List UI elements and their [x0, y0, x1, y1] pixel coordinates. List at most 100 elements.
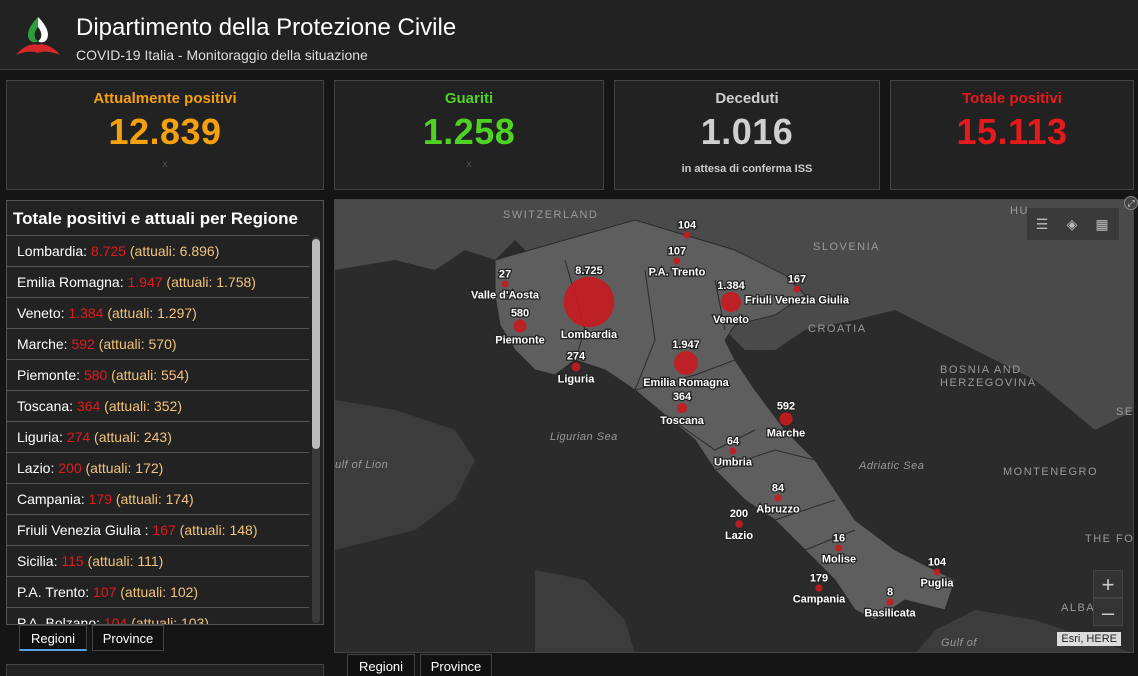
map-marker[interactable] — [501, 280, 509, 288]
map-marker-label: Campania — [793, 594, 846, 606]
regions-list[interactable]: Lombardia: 8.725 (attuali: 6.896) Emilia … — [7, 235, 309, 625]
map-marker-label: Lombardia — [561, 329, 618, 341]
map-marker-label: P.A. Trento — [649, 267, 706, 279]
card-guariti: Guariti 1.258 x — [334, 80, 604, 190]
card-value: 1.258 — [422, 111, 516, 152]
region-row[interactable]: Campania: 179 (attuali: 174) — [7, 483, 309, 514]
map-place-label: SE — [1116, 406, 1134, 418]
region-name: Lombardia: — [17, 243, 91, 259]
map-marker-value: 104 — [928, 557, 947, 569]
region-row[interactable]: Friuli Venezia Giulia : 167 (attuali: 14… — [7, 514, 309, 545]
region-current: (attuali: 111) — [83, 553, 164, 569]
map-marker-value: 200 — [730, 508, 748, 520]
region-row[interactable]: Piemonte: 580 (attuali: 554) — [7, 359, 309, 390]
region-current: (attuali: 554) — [107, 367, 190, 383]
region-name: Lazio: — [17, 460, 59, 476]
map-place-label: Ligurian Sea — [550, 431, 618, 443]
map-marker[interactable] — [571, 362, 581, 372]
map-marker[interactable] — [563, 276, 615, 328]
map-marker[interactable] — [720, 291, 742, 313]
region-total: 200 — [58, 460, 82, 476]
region-row[interactable]: Marche: 592 (attuali: 570) — [7, 328, 309, 359]
map-marker-label: Umbria — [714, 457, 753, 469]
region-row[interactable]: P.A. Trento: 107 (attuali: 102) — [7, 576, 309, 607]
map-marker[interactable] — [835, 544, 843, 552]
card-value: 12.839 — [108, 111, 222, 152]
region-name: Friuli Venezia Giulia : — [17, 522, 153, 538]
region-total: 580 — [83, 367, 108, 383]
zoom-out-icon[interactable]: – — [1093, 598, 1123, 626]
region-row[interactable]: Toscana: 364 (attuali: 352) — [7, 390, 309, 421]
tab-regioni-list[interactable]: Regioni — [19, 625, 87, 651]
tab-regioni-map[interactable]: Regioni — [347, 654, 415, 676]
map-marker[interactable] — [793, 285, 801, 293]
region-name: Marche: — [17, 336, 72, 352]
region-current: (attuali: 570) — [94, 336, 177, 352]
region-row[interactable]: Liguria: 274 (attuali: 243) — [7, 421, 309, 452]
map-marker[interactable] — [676, 402, 688, 414]
list-icon[interactable]: ☰ — [1035, 216, 1049, 232]
map-marker-value: 107 — [668, 246, 686, 258]
card-attualmente-positivi: Attualmente positivi 12.839 x — [6, 80, 324, 190]
map-marker-value: 104 — [678, 220, 697, 232]
region-current: (attuali: 174) — [111, 491, 194, 507]
map-marker-value: 27 — [499, 269, 511, 281]
map-marker-value: 1.384 — [717, 280, 745, 292]
card-label: Guariti — [444, 90, 494, 107]
map-marker[interactable] — [815, 584, 823, 592]
region-total: 107 — [93, 584, 117, 600]
map-view[interactable]: SWITZERLAND SLOVENIA CROATIA BOSNIA AND HERZ… — [334, 199, 1134, 653]
zoom-in-icon[interactable]: + — [1093, 570, 1123, 598]
layers-icon[interactable]: ◈ — [1066, 216, 1078, 232]
region-name: Liguria: — [17, 429, 67, 445]
map-place-label: SLOVENIA — [813, 241, 880, 253]
regions-panel: Totale positivi e attuali per Regione Lo… — [6, 200, 324, 625]
map-marker[interactable] — [729, 447, 737, 455]
map-place-label: SWITZERLAND — [503, 209, 598, 221]
map-place-label: Gulf of — [941, 637, 977, 649]
region-row[interactable]: Veneto: 1.384 (attuali: 1.297) — [7, 297, 309, 328]
region-current: (attuali: 102) — [116, 584, 199, 600]
expand-icon[interactable]: ⤢ — [1124, 196, 1138, 210]
card-totale-positivi: Totale positivi 15.113 — [890, 80, 1134, 190]
region-total: 364 — [76, 398, 101, 414]
list-scrollbar[interactable] — [312, 237, 320, 623]
map-marker-label: Toscana — [660, 415, 705, 427]
map-place-label: THE FOR — [1085, 533, 1134, 545]
tab-province-list[interactable]: Province — [92, 625, 164, 651]
region-row[interactable]: Sicilia: 115 (attuali: 111) — [7, 545, 309, 576]
card-value: 15.113 — [956, 111, 1068, 152]
map-marker[interactable] — [886, 598, 894, 606]
map-marker-value: 84 — [772, 483, 785, 495]
map-marker[interactable] — [674, 351, 698, 375]
region-row[interactable]: Lazio: 200 (attuali: 172) — [7, 452, 309, 483]
region-total: 592 — [71, 336, 95, 352]
region-current: (attuali: 6.896) — [125, 243, 220, 259]
map-marker-value: 580 — [511, 307, 529, 319]
region-current: (attuali: 103) — [127, 615, 209, 625]
region-current: (attuali: 352) — [100, 398, 183, 414]
map-marker-value: 364 — [673, 391, 692, 403]
map-marker-label: Piemonte — [495, 335, 545, 347]
region-row[interactable]: P.A. Bolzano: 104 (attuali: 103) — [7, 607, 309, 625]
map-place-label: BOSNIA AND — [940, 364, 1022, 376]
region-row[interactable]: Emilia Romagna: 1.947 (attuali: 1.758) — [7, 266, 309, 297]
region-row[interactable]: Lombardia: 8.725 (attuali: 6.896) — [7, 235, 309, 266]
region-name: P.A. Trento: — [17, 584, 94, 600]
region-name: Emilia Romagna: — [17, 274, 128, 290]
map-marker[interactable] — [774, 494, 782, 502]
map-marker-label: Friuli Venezia Giulia — [745, 295, 850, 307]
map-marker[interactable] — [673, 257, 681, 265]
qr-icon[interactable]: ▦ — [1095, 216, 1109, 232]
tab-province-map[interactable]: Province — [420, 654, 492, 676]
map-marker-label: Veneto — [713, 314, 749, 326]
map-marker[interactable] — [735, 520, 743, 528]
map-marker[interactable] — [779, 412, 793, 426]
scrollbar-thumb[interactable] — [312, 239, 320, 449]
map-marker-value: 8.725 — [575, 265, 603, 277]
map-marker-value: 274 — [567, 351, 586, 363]
map-marker[interactable] — [513, 319, 527, 333]
map-marker[interactable] — [933, 568, 941, 576]
map-marker[interactable] — [683, 231, 691, 239]
regions-panel-title: Totale positivi e attuali per Regione — [13, 209, 298, 228]
